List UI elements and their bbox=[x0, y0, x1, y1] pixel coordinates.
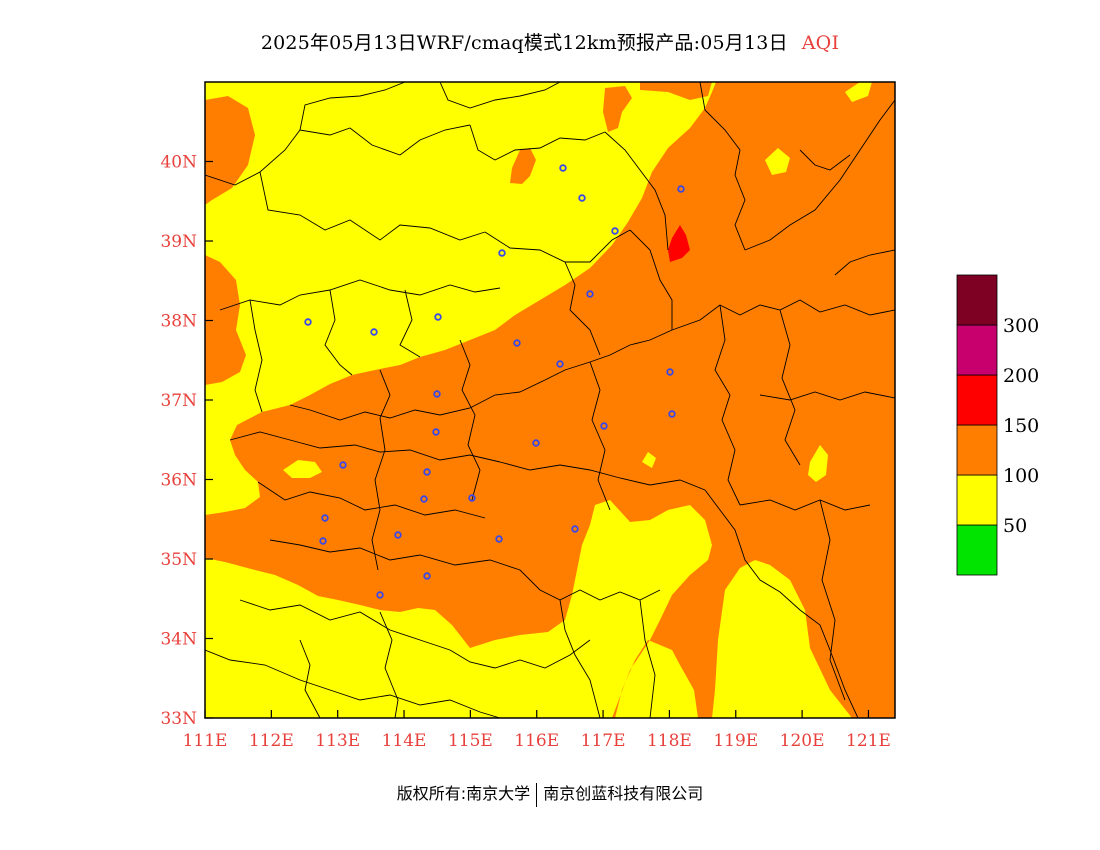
footer-left: 版权所有:南京大学 bbox=[396, 784, 531, 803]
legend-swatch bbox=[956, 474, 998, 526]
lon-tick-label: 116E bbox=[514, 731, 559, 751]
map-plot-area bbox=[205, 82, 895, 718]
city-marker bbox=[513, 339, 521, 347]
city-marker bbox=[571, 525, 579, 533]
city-marker bbox=[434, 313, 442, 321]
lon-tick-label: 121E bbox=[846, 731, 891, 751]
aqi-zone-moderate-pocket-c bbox=[642, 452, 656, 468]
lat-tick-label: 33N bbox=[160, 709, 197, 729]
lon-tick-label: 113E bbox=[315, 731, 360, 751]
copyright-footer: 版权所有:南京大学 南京创蓝科技有限公司 bbox=[0, 780, 1100, 807]
lon-tick-label: 114E bbox=[382, 731, 427, 751]
footer-right: 南京创蓝科技有限公司 bbox=[543, 784, 704, 803]
lat-tick-label: 38N bbox=[160, 312, 197, 332]
aqi-legend: 50 100 150 200 300 bbox=[956, 274, 1039, 576]
legend-threshold-label: 200 bbox=[1003, 365, 1039, 387]
lat-tick-label: 40N bbox=[160, 153, 197, 173]
lon-tick-label: 112E bbox=[249, 731, 294, 751]
legend-swatch bbox=[956, 524, 998, 576]
lon-tick-label: 118E bbox=[647, 731, 692, 751]
title-text: 2025年05月13日WRF/cmaq模式12km预报产品:05月13日 bbox=[260, 32, 788, 54]
city-marker bbox=[468, 494, 476, 502]
city-marker bbox=[432, 428, 440, 436]
lon-tick-label: 117E bbox=[581, 731, 626, 751]
legend-threshold-label: 300 bbox=[1003, 315, 1039, 337]
title-product: AQI bbox=[801, 32, 840, 54]
legend-swatch bbox=[956, 424, 998, 476]
city-marker bbox=[321, 514, 329, 522]
city-marker bbox=[433, 390, 441, 398]
aqi-zone-moderate-pocket-e bbox=[808, 445, 828, 482]
city-marker bbox=[578, 194, 586, 202]
legend-swatch bbox=[956, 324, 998, 376]
lon-tick-label: 111E bbox=[183, 731, 228, 751]
legend-threshold-label: 50 bbox=[1003, 515, 1027, 537]
aqi-zone-moderate-pocket-nw bbox=[765, 148, 790, 175]
city-marker bbox=[677, 185, 685, 193]
lat-tick-label: 39N bbox=[160, 232, 197, 252]
legend-swatch bbox=[956, 374, 998, 426]
city-marker bbox=[666, 368, 674, 376]
city-marker bbox=[495, 535, 503, 543]
aqi-zone-usg-small-blob bbox=[510, 148, 536, 184]
city-marker bbox=[559, 164, 567, 172]
city-marker bbox=[394, 531, 402, 539]
boundary-lines bbox=[205, 82, 895, 718]
city-marker bbox=[370, 328, 378, 336]
lat-tick-label: 34N bbox=[160, 630, 197, 650]
city-marker bbox=[556, 360, 564, 368]
city-marker bbox=[304, 318, 312, 326]
city-marker bbox=[339, 461, 347, 469]
chart-title: 2025年05月13日WRF/cmaq模式12km预报产品:05月13日 AQI bbox=[0, 28, 1100, 55]
aqi-zone-usg-west-mid bbox=[205, 255, 246, 385]
legend-threshold-label: 100 bbox=[1003, 465, 1039, 487]
aqi-zone-usg-north-strip bbox=[640, 82, 712, 100]
legend-threshold-label: 150 bbox=[1003, 415, 1039, 437]
city-markers bbox=[304, 164, 685, 599]
city-marker bbox=[611, 227, 619, 235]
aqi-zone-usg-north-blob bbox=[603, 86, 632, 132]
city-marker bbox=[376, 591, 384, 599]
city-marker bbox=[423, 572, 431, 580]
city-marker bbox=[532, 439, 540, 447]
city-marker bbox=[420, 495, 428, 503]
lat-tick-label: 35N bbox=[160, 550, 197, 570]
aqi-zone-usg-west-strip bbox=[205, 96, 255, 205]
lat-tick-label: 36N bbox=[160, 471, 197, 491]
latitude-axis: 33N 34N 35N 36N 37N 38N 39N 40N bbox=[160, 153, 213, 729]
city-marker bbox=[586, 290, 594, 298]
aqi-zone-moderate-pocket-w bbox=[283, 460, 322, 478]
aqi-zone-moderate-pocket-ne bbox=[845, 82, 872, 102]
city-marker bbox=[498, 249, 506, 257]
city-marker bbox=[423, 468, 431, 476]
lon-tick-label: 120E bbox=[780, 731, 825, 751]
longitude-axis: 111E 112E 113E 114E 115E 116E 117E 118E 119E 120E… bbox=[183, 710, 891, 751]
lat-tick-label: 37N bbox=[160, 391, 197, 411]
city-marker bbox=[600, 422, 608, 430]
legend-swatch bbox=[956, 274, 998, 326]
city-marker bbox=[319, 537, 327, 545]
aqi-zone-usg-main bbox=[205, 82, 895, 718]
lon-tick-label: 115E bbox=[448, 731, 493, 751]
footer-separator bbox=[536, 782, 538, 807]
city-marker bbox=[668, 410, 676, 418]
aqi-zone-unhealthy bbox=[668, 225, 690, 262]
lon-tick-label: 119E bbox=[713, 731, 758, 751]
